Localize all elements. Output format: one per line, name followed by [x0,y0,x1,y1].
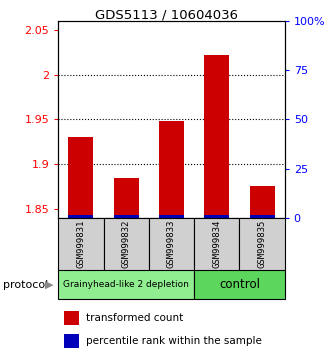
Bar [194,270,285,299]
Bar [149,218,194,271]
Text: protocol: protocol [3,280,49,290]
Bar [58,270,194,299]
Bar [104,218,149,271]
Bar [58,218,104,271]
Bar [250,215,274,218]
Text: control: control [219,278,260,291]
Text: GDS5113 / 10604036: GDS5113 / 10604036 [95,9,238,22]
Bar [64,312,79,325]
Text: transformed count: transformed count [86,313,183,323]
Text: ▶: ▶ [45,280,54,290]
Bar [69,137,93,218]
Bar [114,215,139,218]
Bar [204,55,229,218]
Text: GSM999835: GSM999835 [257,220,267,268]
Text: GSM999834: GSM999834 [212,220,221,268]
Text: GSM999832: GSM999832 [122,220,131,268]
Bar [159,215,184,218]
Bar [239,218,285,271]
Text: GSM999833: GSM999833 [167,220,176,268]
Text: Grainyhead-like 2 depletion: Grainyhead-like 2 depletion [63,280,189,289]
Text: percentile rank within the sample: percentile rank within the sample [86,336,261,346]
Bar [114,177,139,218]
Bar [204,215,229,218]
Bar [64,334,79,348]
Bar [194,218,239,271]
Bar [69,215,93,218]
Text: GSM999831: GSM999831 [76,220,86,268]
Bar [159,121,184,218]
Bar [250,187,274,218]
